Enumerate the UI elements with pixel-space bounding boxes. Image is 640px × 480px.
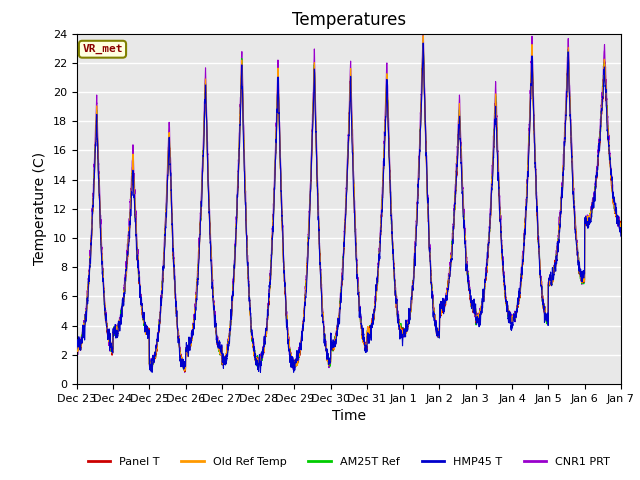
Legend: Panel T, Old Ref Temp, AM25T Ref, HMP45 T, CNR1 PRT: Panel T, Old Ref Temp, AM25T Ref, HMP45 … [83, 453, 614, 471]
X-axis label: Time: Time [332, 409, 366, 423]
Y-axis label: Temperature (C): Temperature (C) [33, 152, 47, 265]
Title: Temperatures: Temperatures [292, 11, 406, 29]
Text: VR_met: VR_met [82, 44, 123, 54]
